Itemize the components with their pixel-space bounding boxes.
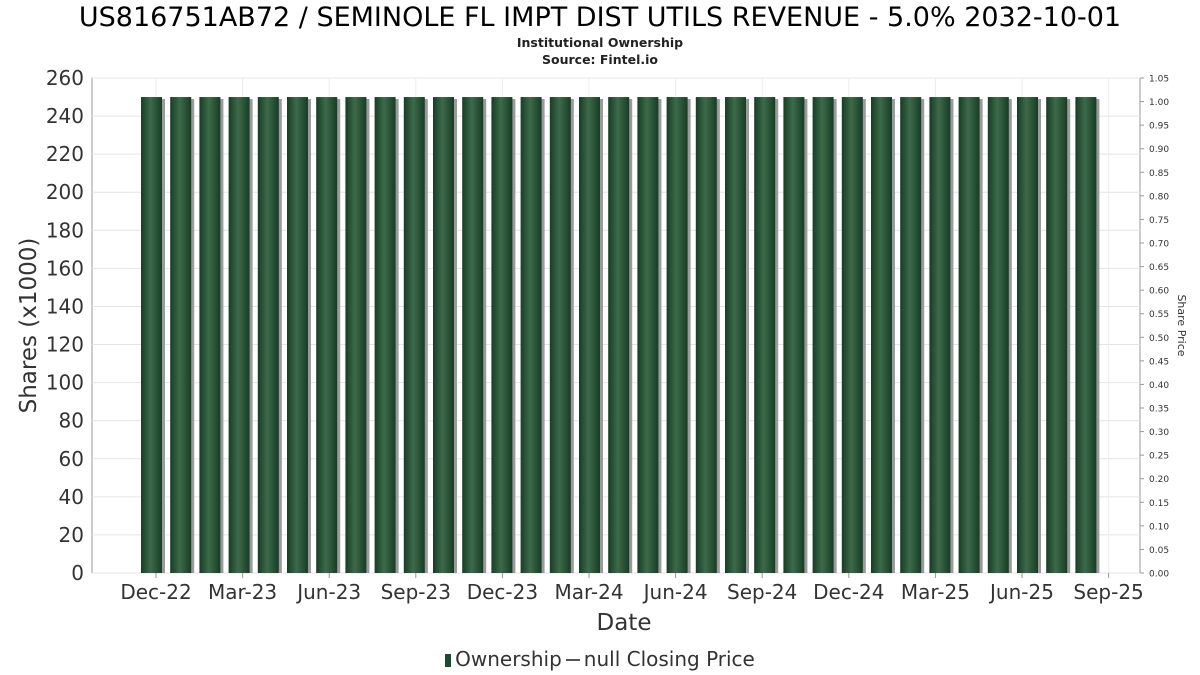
ownership-bar bbox=[316, 97, 338, 574]
ownership-bar bbox=[199, 97, 221, 574]
chart-subtitle: Institutional Ownership bbox=[516, 35, 684, 50]
y2-tick-label: 0.05 bbox=[1149, 546, 1169, 556]
ownership-bar bbox=[1075, 97, 1097, 574]
y2-tick-label: 0.00 bbox=[1149, 570, 1169, 580]
x-tick-label: Sep-23 bbox=[381, 580, 451, 604]
y2-tick-label: 0.10 bbox=[1149, 522, 1169, 532]
y2-tick-label: 0.15 bbox=[1149, 499, 1169, 509]
ownership-bar bbox=[841, 97, 863, 574]
ownership-bar bbox=[549, 97, 571, 574]
ownership-bar bbox=[812, 97, 834, 574]
y2-tick-label: 0.45 bbox=[1149, 357, 1169, 367]
y-tick-label: 180 bbox=[46, 218, 84, 242]
y2-tick-label: 0.20 bbox=[1149, 475, 1169, 485]
y-tick-label: 160 bbox=[46, 256, 84, 280]
y-tick-label: 80 bbox=[59, 409, 84, 433]
price-legend-line bbox=[565, 659, 580, 661]
y2-tick-label: 1.05 bbox=[1149, 75, 1169, 85]
x-tick-label: Dec-24 bbox=[813, 580, 884, 604]
x-tick-label: Dec-23 bbox=[467, 580, 538, 604]
ownership-bar bbox=[695, 97, 717, 574]
ownership-bar bbox=[170, 97, 192, 574]
x-tick-label: Mar-24 bbox=[554, 580, 623, 604]
ownership-bar bbox=[783, 97, 805, 574]
ownership-bar bbox=[637, 97, 659, 574]
ownership-bar bbox=[374, 97, 396, 574]
ownership-bar bbox=[754, 97, 776, 574]
ownership-legend-label: Ownership bbox=[455, 647, 562, 671]
ownership-bar bbox=[1017, 97, 1038, 574]
ownership-bar bbox=[987, 97, 1009, 574]
y2-tick-label: 0.90 bbox=[1149, 145, 1169, 155]
ownership-bar bbox=[520, 97, 542, 574]
y2-tick-label: 0.60 bbox=[1149, 287, 1169, 297]
ownership-bar bbox=[491, 97, 513, 574]
y2-tick-label: 0.85 bbox=[1149, 169, 1169, 179]
x-axis-title: Date bbox=[597, 610, 652, 636]
y-tick-label: 220 bbox=[46, 142, 84, 166]
ownership-bar bbox=[579, 97, 600, 574]
y-tick-label: 40 bbox=[59, 485, 84, 509]
x-tick-label: Dec-22 bbox=[120, 580, 191, 604]
y-tick-label: 240 bbox=[46, 104, 84, 128]
y2-tick-label: 0.25 bbox=[1149, 452, 1169, 462]
y-tick-label: 0 bbox=[71, 561, 84, 585]
y-tick-label: 200 bbox=[46, 180, 84, 204]
y2-axis-title: Share Price bbox=[1175, 294, 1188, 356]
y2-tick-label: 0.65 bbox=[1149, 263, 1169, 273]
ownership-bar bbox=[929, 97, 951, 574]
ownership-bar bbox=[433, 97, 454, 574]
ownership-bar bbox=[141, 97, 162, 574]
x-tick-label: Jun-25 bbox=[988, 580, 1054, 604]
y2-tick-label: 0.95 bbox=[1149, 122, 1169, 132]
ownership-bar bbox=[462, 97, 484, 574]
y-tick-label: 20 bbox=[59, 523, 84, 547]
x-tick-label: Mar-23 bbox=[208, 580, 277, 604]
y-tick-label: 100 bbox=[46, 371, 84, 395]
ownership-bar bbox=[228, 97, 250, 574]
ownership-bar bbox=[871, 97, 892, 574]
y2-tick-label: 0.30 bbox=[1149, 428, 1169, 438]
ownership-bar bbox=[403, 97, 425, 574]
ownership-bar bbox=[608, 97, 630, 574]
ownership-bar bbox=[287, 97, 308, 574]
y-tick-label: 60 bbox=[59, 447, 84, 471]
y-tick-label: 260 bbox=[46, 66, 84, 90]
x-tick-label: Sep-24 bbox=[727, 580, 797, 604]
x-tick-label: Mar-25 bbox=[901, 580, 970, 604]
x-tick-label: Jun-24 bbox=[642, 580, 708, 604]
chart-source: Source: Fintel.io bbox=[542, 52, 658, 67]
price-legend-label: null Closing Price bbox=[583, 647, 755, 671]
y-tick-label: 140 bbox=[46, 294, 84, 318]
y2-tick-label: 0.35 bbox=[1149, 405, 1169, 415]
ownership-bar bbox=[900, 97, 922, 574]
y-tick-label: 120 bbox=[46, 333, 84, 357]
ownership-bar bbox=[666, 97, 688, 574]
y-axis-title: Shares (x1000) bbox=[16, 238, 42, 414]
y2-tick-label: 0.80 bbox=[1149, 192, 1169, 202]
ownership-bar bbox=[345, 97, 367, 574]
y2-tick-label: 0.50 bbox=[1149, 334, 1169, 344]
legend: Ownership null Closing Price bbox=[0, 647, 1200, 671]
ownership-bar bbox=[257, 97, 279, 574]
ownership-bar bbox=[725, 97, 746, 574]
x-tick-label: Sep-25 bbox=[1073, 580, 1143, 604]
y2-tick-label: 0.70 bbox=[1149, 240, 1169, 250]
ownership-bar bbox=[1046, 97, 1068, 574]
ownership-legend-swatch bbox=[445, 654, 452, 667]
ownership-bar bbox=[958, 97, 980, 574]
y2-tick-label: 1.00 bbox=[1149, 98, 1169, 108]
chart-title: US816751AB72 / SEMINOLE FL IMPT DIST UTI… bbox=[78, 2, 1122, 33]
y2-tick-label: 0.75 bbox=[1149, 216, 1169, 226]
x-tick-label: Jun-23 bbox=[295, 580, 361, 604]
y2-tick-label: 0.40 bbox=[1149, 381, 1169, 391]
y2-tick-label: 0.55 bbox=[1149, 310, 1169, 320]
